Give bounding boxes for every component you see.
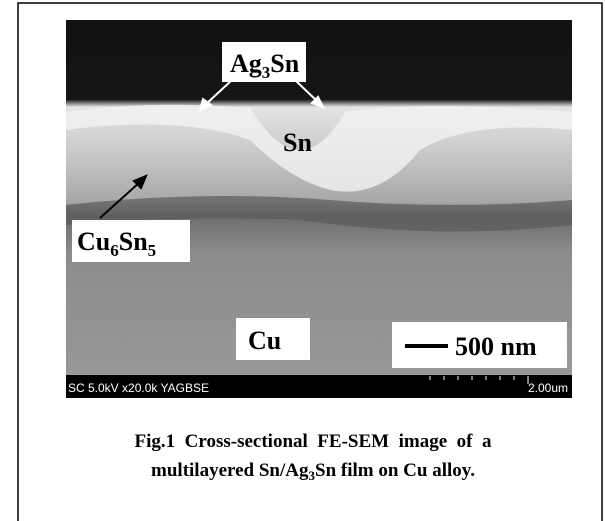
text: 3 [262,63,271,82]
sn-label: Sn [283,128,312,157]
text: Ag [230,49,262,78]
caption-line-1: Fig.1 Cross-sectional FE-SEM image of a [135,431,492,452]
text: Sn [119,227,148,256]
text: 5 [148,241,157,260]
figure-page: Ag3Sn Sn Cu6Sn5 Cu 500 nm SC 5.0kV x20.0… [0,0,605,521]
info-right: 2.00um [528,381,568,395]
cu-label: Cu [248,326,281,355]
scale-label: 500 nm [455,332,537,361]
text: Sn [270,49,299,78]
text: Sn film on Cu alloy. [315,460,475,481]
text: Cu [77,227,110,256]
info-left: SC 5.0kV x20.0k YAGBSE [68,381,209,395]
caption-line-2: multilayered Sn/Ag3Sn film on Cu alloy. [151,460,475,483]
text: 6 [110,241,119,260]
text: multilayered Sn/Ag [151,460,309,481]
